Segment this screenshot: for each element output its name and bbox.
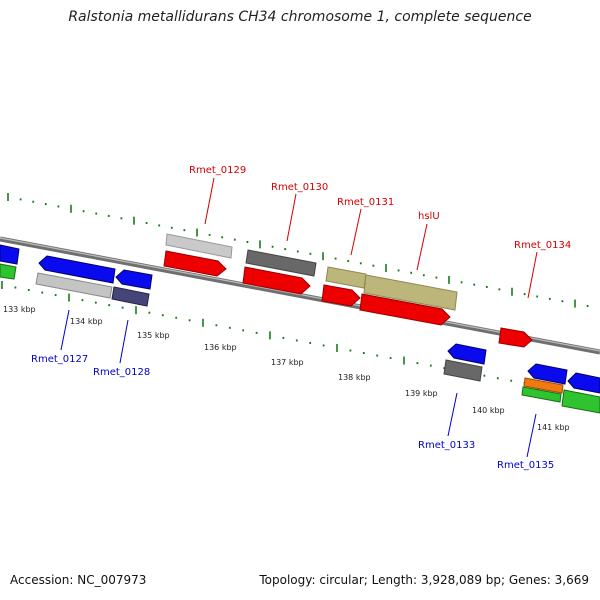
summary-text: Topology: circular; Length: 3,928,089 bp… bbox=[259, 573, 589, 587]
gene-feature[interactable] bbox=[521, 386, 562, 403]
label-leaders bbox=[60, 177, 538, 458]
gene-feature[interactable] bbox=[523, 377, 564, 394]
gene-feature[interactable] bbox=[0, 263, 17, 280]
scale-tick-label: 140 kbp bbox=[472, 406, 505, 415]
gene-feature[interactable] bbox=[321, 284, 361, 307]
gene-feature[interactable] bbox=[165, 233, 233, 259]
scale-tick-label: 141 kbp bbox=[537, 423, 570, 432]
gene-label-rmet-0129[interactable]: Rmet_0129 bbox=[189, 165, 246, 176]
gene-label-rmet-0127[interactable]: Rmet_0127 bbox=[31, 354, 88, 365]
gene-feature[interactable] bbox=[35, 272, 113, 299]
scale-tick-label: 136 kbp bbox=[204, 343, 237, 352]
gene-feature[interactable] bbox=[363, 274, 458, 311]
gene-feature[interactable] bbox=[498, 327, 533, 348]
scale-tick-label: 139 kbp bbox=[405, 389, 438, 398]
gene-feature[interactable] bbox=[38, 255, 116, 284]
gene-feature[interactable] bbox=[567, 372, 600, 394]
gene-label-rmet-0134[interactable]: Rmet_0134 bbox=[514, 240, 571, 251]
gene-label-rmet-0135[interactable]: Rmet_0135 bbox=[497, 460, 554, 471]
gene-feature[interactable] bbox=[527, 363, 568, 385]
gene-label-rmet-0131[interactable]: Rmet_0131 bbox=[337, 197, 394, 208]
gene-label-rmet-0133[interactable]: Rmet_0133 bbox=[418, 440, 475, 451]
gene-feature[interactable] bbox=[115, 269, 153, 290]
gene-feature[interactable] bbox=[561, 389, 600, 414]
gene-label-rmet-0130[interactable]: Rmet_0130 bbox=[271, 182, 328, 193]
accession-text: Accession: NC_007973 bbox=[10, 573, 147, 587]
gene-feature[interactable] bbox=[111, 286, 150, 307]
scale-tick-label: 138 kbp bbox=[338, 373, 371, 382]
outer-scale-ring bbox=[7, 193, 589, 308]
gene-feature[interactable] bbox=[242, 266, 311, 295]
scale-tick-label: 137 kbp bbox=[271, 358, 304, 367]
gene-label-rmet-0128[interactable]: Rmet_0128 bbox=[93, 367, 150, 378]
gene-feature[interactable] bbox=[163, 250, 227, 277]
gene-feature[interactable] bbox=[447, 343, 487, 365]
gene-label-hslu[interactable]: hslU bbox=[418, 211, 440, 222]
gene-feature[interactable] bbox=[325, 266, 367, 289]
scale-tick-label: 135 kbp bbox=[137, 331, 170, 340]
gene-feature[interactable] bbox=[359, 293, 451, 326]
scale-tick-label: 134 kbp bbox=[70, 317, 103, 326]
scale-tick-label: 133 kbp bbox=[3, 305, 36, 314]
gene-feature[interactable] bbox=[0, 244, 20, 265]
map-title: Ralstonia metallidurans CH34 chromosome … bbox=[68, 9, 532, 25]
gene-feature[interactable] bbox=[245, 249, 317, 277]
gene-feature[interactable] bbox=[443, 359, 483, 382]
